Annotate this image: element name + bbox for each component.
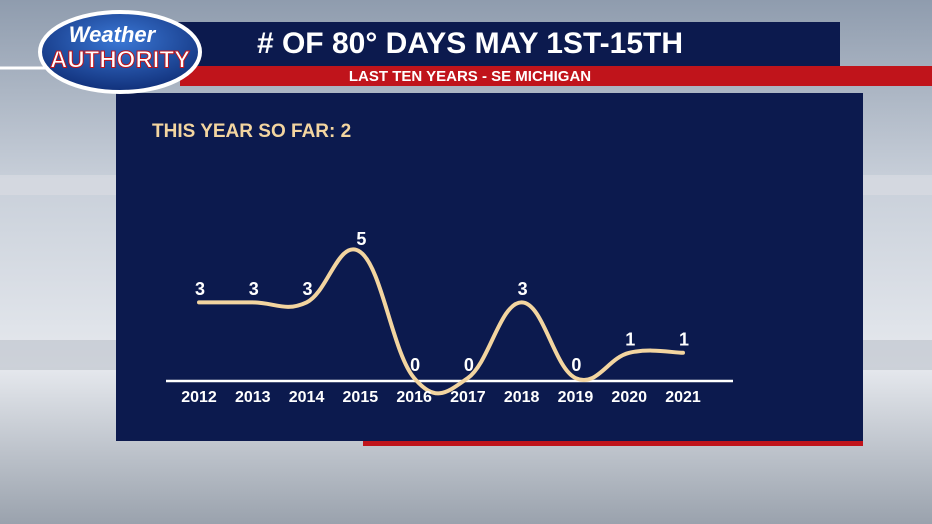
x-tick-label: 2013 [235,389,271,406]
data-label: 5 [356,229,366,249]
logo-text: AUTHORITY [50,46,190,73]
logo-text: Weather [69,22,157,47]
x-tick-label: 2012 [181,389,217,406]
data-label: 0 [464,355,474,375]
data-label: 3 [195,279,205,299]
chart-panel [116,93,863,441]
data-label: 1 [625,330,635,350]
data-label: 3 [303,279,313,299]
x-tick-label: 2021 [665,389,701,406]
data-label: 1 [679,330,689,350]
data-label: 0 [571,355,581,375]
x-tick-label: 2018 [504,389,540,406]
chart-title: # OF 80° DAYS MAY 1ST-15TH [257,27,683,60]
logo-badge [38,10,202,94]
x-tick-label: 2014 [289,389,325,406]
data-label: 0 [410,355,420,375]
x-tick-label: 2016 [396,389,432,406]
chart-subtitle: LAST TEN YEARS - SE MICHIGAN [349,68,591,85]
subtitle-bar [180,66,932,86]
data-label: 3 [518,279,528,299]
x-tick-label: 2017 [450,389,486,406]
x-tick-label: 2015 [343,389,379,406]
annotation: THIS YEAR SO FAR: 2 [152,121,351,142]
title-bar [170,22,840,66]
data-label: 3 [249,279,259,299]
x-tick-label: 2019 [558,389,594,406]
data-line [197,247,685,396]
panel-accent [363,441,863,446]
x-tick-label: 2020 [611,389,647,406]
